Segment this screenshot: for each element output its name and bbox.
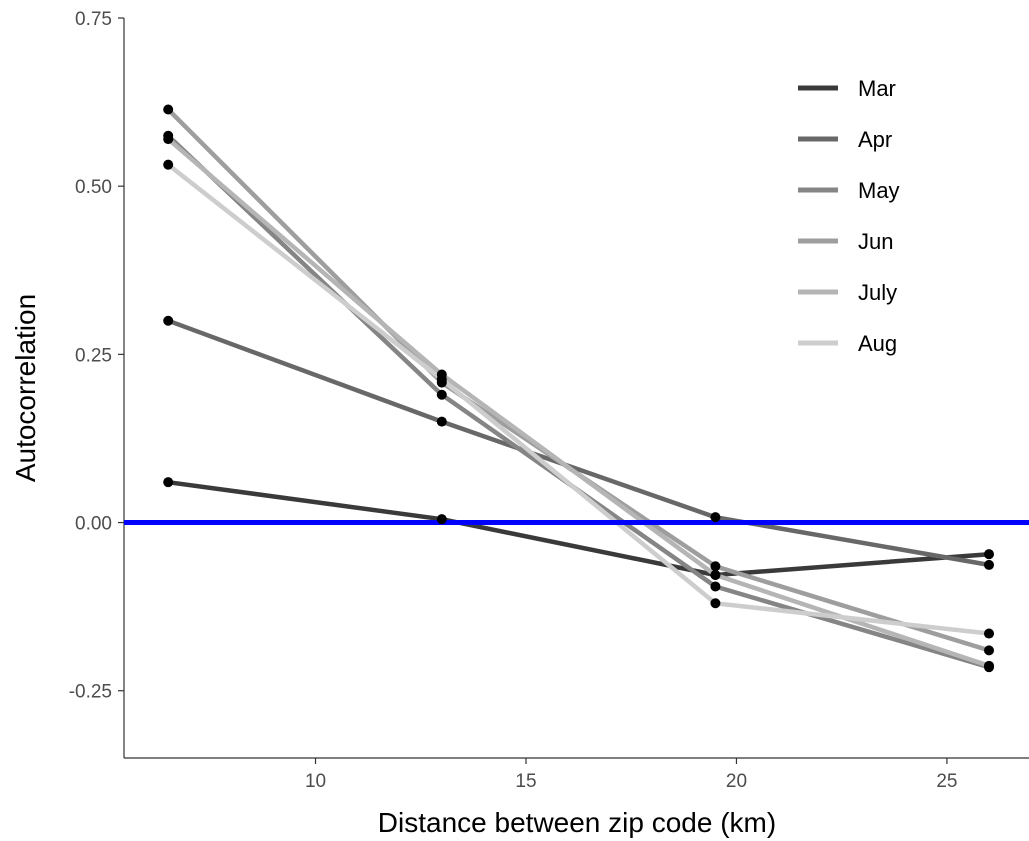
y-tick-label: 0.25 <box>75 345 112 366</box>
data-point-aug <box>436 374 447 385</box>
legend-label: Apr <box>858 127 892 152</box>
series-line-july <box>166 137 990 668</box>
legend: Mar Apr May Jun July Aug <box>798 76 900 356</box>
data-point-aug <box>163 159 174 170</box>
series-line-mar <box>167 479 990 578</box>
data-point-mar <box>436 514 447 525</box>
legend-label: Jun <box>858 229 893 254</box>
data-point-aug <box>710 598 721 609</box>
data-points <box>163 104 995 673</box>
x-axis-title: Distance between zip code (km) <box>378 807 776 838</box>
y-tick-label: -0.25 <box>69 682 112 703</box>
data-point-may <box>436 389 447 400</box>
series-line-apr <box>167 318 990 568</box>
data-point-jun <box>163 104 174 115</box>
y-axis-title: Autocorrelation <box>10 294 41 482</box>
x-tick-label: 20 <box>726 771 747 792</box>
y-tick-label: 0.00 <box>75 514 112 535</box>
legend-label: Mar <box>858 76 896 101</box>
axes <box>123 18 1029 759</box>
data-point-apr <box>710 512 721 523</box>
y-tick-label: 0.75 <box>75 9 112 30</box>
series-line-may <box>166 134 990 670</box>
data-point-mar <box>984 549 995 560</box>
data-point-july <box>163 134 174 145</box>
data-point-jun <box>710 561 721 572</box>
data-point-apr <box>163 315 174 326</box>
data-point-apr <box>984 559 995 570</box>
series-lines <box>166 107 990 670</box>
data-point-may <box>710 581 721 592</box>
data-point-mar <box>163 477 174 488</box>
x-tick-label: 15 <box>515 771 536 792</box>
data-point-apr <box>436 416 447 427</box>
data-point-july <box>710 570 721 581</box>
y-axis-ticks: -0.25 0.00 0.25 0.50 0.75 <box>69 9 124 703</box>
x-tick-label: 10 <box>305 771 326 792</box>
legend-label: July <box>858 280 897 305</box>
data-point-july <box>984 660 995 671</box>
data-point-aug <box>984 628 995 639</box>
x-axis-ticks: 10 15 20 25 <box>305 758 957 792</box>
y-tick-label: 0.50 <box>75 177 112 198</box>
series-line-aug <box>166 162 990 636</box>
data-point-jun <box>984 645 995 656</box>
legend-label: May <box>858 178 900 203</box>
x-tick-label: 25 <box>936 771 957 792</box>
legend-label: Aug <box>858 331 897 356</box>
